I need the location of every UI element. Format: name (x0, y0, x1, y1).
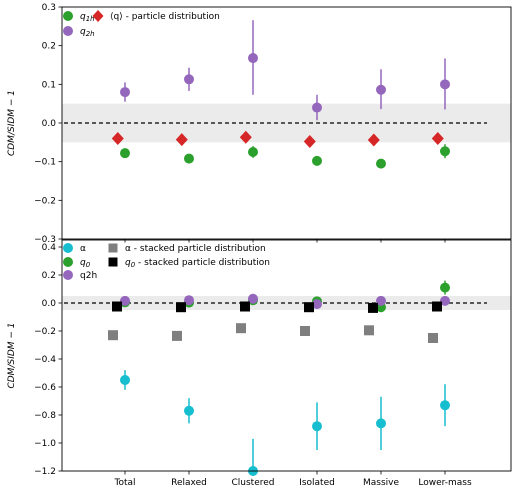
data-point (184, 295, 194, 306)
legend-label: ⟨q⟩ - particle distribution (110, 12, 220, 22)
data-point (175, 133, 188, 147)
y-tick-label: 0.1 (42, 80, 56, 90)
legend-label: α (80, 244, 86, 254)
data-point (376, 295, 386, 306)
y-tick-label: 0.3 (42, 3, 56, 13)
top-panel: 0.3 0.2 0.1 0.0 −0.1 −0.2 −0.3 CDM/SIDM − 1 q1h q… (7, 3, 512, 245)
legend-marker (63, 257, 73, 267)
data-point (108, 330, 118, 341)
data-point (364, 325, 374, 336)
data-point (120, 148, 130, 159)
legend-label: q0 (80, 258, 91, 269)
y-tick-label: −0.6 (34, 383, 56, 393)
y-tick-label: −0.2 (34, 196, 56, 206)
data-point (440, 400, 450, 411)
y-tick-label: −0.2 (34, 327, 56, 337)
data-point (184, 153, 194, 164)
legend-label: q2h (80, 271, 97, 281)
data-point (312, 299, 322, 310)
y-tick-label: 0.0 (42, 119, 57, 129)
y-tick-label: 0.2 (42, 271, 56, 281)
legend-label: q2h (80, 27, 95, 38)
data-point (312, 155, 322, 166)
data-point (367, 133, 380, 147)
y-tick-label: −0.8 (34, 411, 56, 421)
data-point (440, 282, 450, 293)
data-point (300, 326, 310, 336)
axes-frame (61, 6, 512, 240)
data-point (312, 102, 322, 113)
data-point (440, 79, 450, 90)
data-point (120, 87, 130, 98)
data-point (111, 131, 124, 145)
data-point (236, 323, 246, 334)
series-q_{2h} (120, 20, 450, 121)
data-point (184, 405, 194, 416)
y-tick-label: −1.2 (34, 467, 56, 477)
data-point (184, 74, 194, 85)
data-point (172, 330, 182, 341)
series-α (120, 370, 450, 476)
legend-marker (63, 270, 73, 280)
series-q2h (120, 293, 450, 310)
data-point (248, 293, 258, 304)
y-tick-label: 0.0 (42, 299, 57, 309)
axes-frame (61, 239, 512, 472)
legend-marker (63, 26, 73, 36)
legend-marker (92, 10, 104, 22)
data-point (112, 301, 122, 312)
data-point (440, 295, 450, 306)
series-⟨q⟩ - particle distribution (111, 130, 444, 149)
x-tick-label: Isolated (299, 478, 335, 488)
data-point (368, 302, 378, 313)
data-point (376, 158, 386, 169)
x-tick-label: Total (113, 478, 135, 488)
data-point (248, 53, 258, 64)
data-point (303, 135, 316, 149)
y-tick-label: 0.4 (42, 243, 57, 253)
data-point (428, 333, 438, 343)
data-point (120, 375, 130, 385)
shaded-band (62, 296, 511, 310)
x-tick-label: Clustered (232, 478, 275, 488)
series-q_0 - stacked particle distribution (112, 301, 442, 313)
legend-label: q1h (80, 12, 95, 23)
data-point (239, 130, 252, 144)
series-α - stacked particle distribution (108, 323, 438, 343)
legend-label: q0 - stacked particle distribution (125, 258, 270, 269)
legend-marker (63, 11, 73, 21)
x-tick-label: Lower-mass (418, 478, 472, 488)
legend-label: α - stacked particle distribution (125, 244, 266, 254)
y-tick-label: 0.2 (42, 42, 56, 52)
data-point (440, 146, 450, 157)
data-point (240, 301, 250, 312)
data-point (431, 131, 444, 145)
y-tick-label: −1.0 (34, 439, 56, 449)
data-point (376, 418, 386, 429)
legend-marker (108, 257, 118, 267)
data-point (176, 302, 186, 313)
x-tick-label: Massive (363, 478, 399, 488)
y-tick-label: −0.1 (34, 158, 56, 168)
x-tick-label: Relaxed (171, 478, 207, 488)
data-point (312, 421, 322, 432)
legend-marker (63, 243, 73, 253)
y-tick-label: −0.3 (34, 235, 56, 245)
y-axis-label: CDM/SIDM − 1 (7, 322, 17, 388)
data-point (304, 302, 314, 313)
data-point (432, 301, 442, 312)
data-point (120, 295, 130, 306)
legend-marker (108, 243, 118, 253)
y-axis-label: CDM/SIDM − 1 (7, 90, 17, 156)
data-point (376, 84, 386, 95)
y-tick-label: −0.4 (34, 355, 56, 365)
series-q_{1h} (120, 144, 450, 169)
bottom-panel: 0.4 0.2 0.0 −0.2 −0.4 −0.6 −0.8 −1.0 −1.2 CDM/SID… (7, 239, 512, 488)
data-point (248, 147, 258, 157)
